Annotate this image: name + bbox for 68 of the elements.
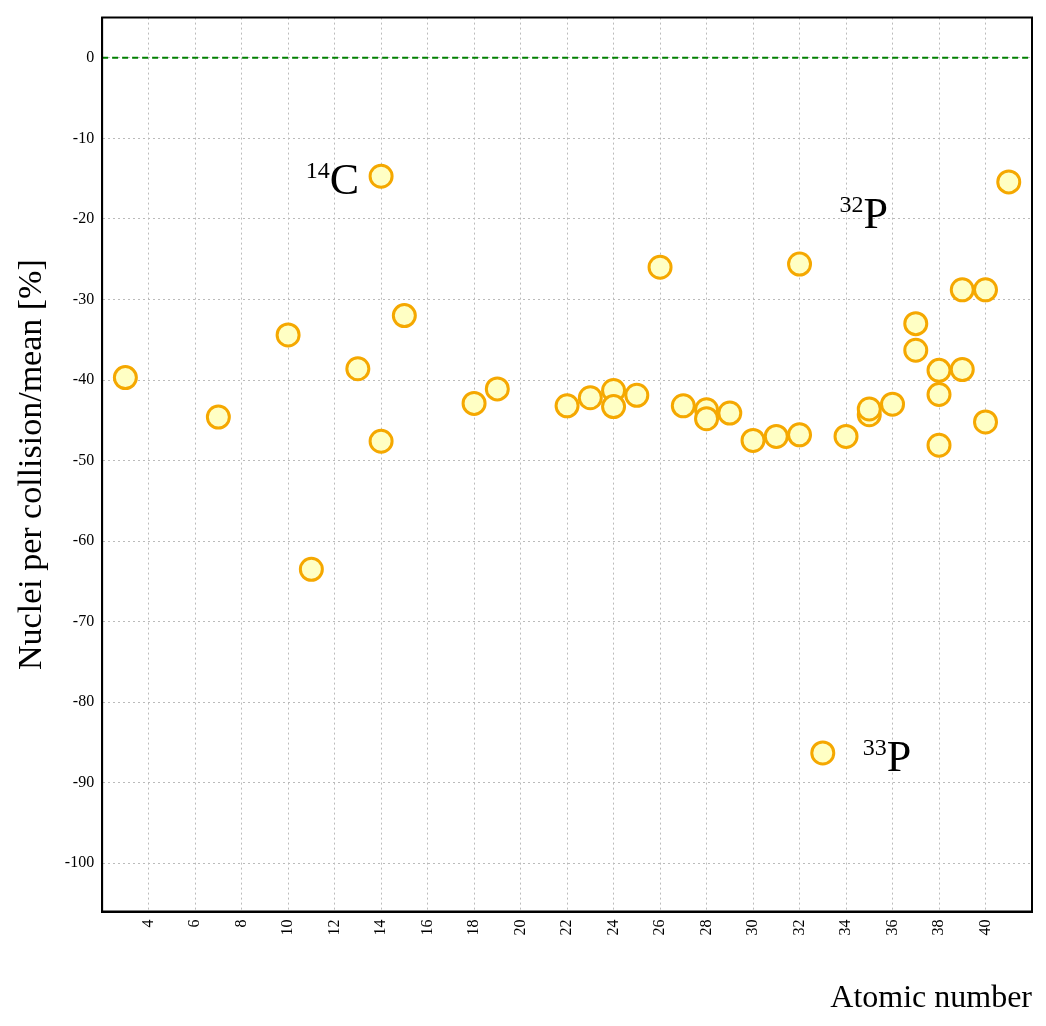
- point: [345, 356, 371, 382]
- point: [694, 406, 720, 432]
- x-tick-label: 14: [371, 919, 389, 936]
- y-tick-label: -80: [72, 692, 95, 710]
- point: [740, 427, 766, 453]
- point: [856, 396, 882, 422]
- x-tick-label: 30: [743, 919, 761, 936]
- x-tick-label: 26: [650, 919, 668, 936]
- x-tick-label: 4: [138, 919, 156, 928]
- point: [554, 393, 580, 419]
- point: [368, 428, 394, 454]
- point: [484, 376, 510, 402]
- x-tick-label: 34: [836, 919, 854, 936]
- y-tick-label: -100: [64, 853, 95, 871]
- point: [926, 432, 952, 458]
- point: [996, 169, 1022, 195]
- x-tick-label: 22: [557, 919, 575, 936]
- point: [903, 311, 929, 337]
- point: [461, 390, 487, 416]
- point: [601, 394, 627, 420]
- x-tick-label: 6: [185, 919, 203, 928]
- x-tick-label: 40: [975, 919, 993, 936]
- point: [787, 251, 813, 277]
- y-tick-label: -70: [72, 611, 95, 629]
- x-tick-label: 36: [882, 919, 900, 936]
- y-tick-label: 0: [86, 48, 95, 66]
- point: [624, 382, 650, 408]
- point: [368, 163, 394, 189]
- point: [205, 404, 231, 430]
- x-tick-label: 20: [510, 919, 528, 936]
- x-tick-label: 24: [603, 919, 621, 936]
- point: [833, 423, 859, 449]
- y-tick-label: -50: [72, 450, 95, 468]
- y-tick-label: -30: [72, 289, 95, 307]
- point: [903, 337, 929, 363]
- point: [391, 303, 417, 329]
- point: [949, 277, 975, 303]
- point: [926, 357, 952, 383]
- point: [275, 322, 301, 348]
- point: [763, 423, 789, 449]
- point: [949, 357, 975, 383]
- x-tick-label: 10: [278, 919, 296, 936]
- x-tick-label: 38: [929, 919, 947, 936]
- point: [787, 422, 813, 448]
- point: [926, 382, 952, 408]
- point: [880, 391, 906, 417]
- y-tick-label: -60: [72, 531, 95, 549]
- point: [973, 409, 999, 435]
- x-tick-label: 12: [324, 919, 342, 936]
- point: [577, 385, 603, 411]
- y-tick-label: -10: [72, 128, 95, 146]
- x-tick-label: 18: [464, 919, 482, 936]
- y-tick-label: -40: [72, 370, 95, 388]
- point: [810, 740, 836, 766]
- y-axis-title: Nuclei per collision/mean [%]: [11, 259, 49, 670]
- point: [647, 254, 673, 280]
- point: [973, 277, 999, 303]
- point: [670, 393, 696, 419]
- x-tick-label: 32: [789, 919, 807, 936]
- point: [112, 365, 138, 391]
- x-tick-label: 8: [231, 919, 249, 928]
- y-tick-label: -20: [72, 209, 95, 227]
- x-tick-label: 16: [417, 919, 435, 936]
- x-axis-title: Atomic number: [830, 978, 1033, 1015]
- x-tick-label: 28: [696, 919, 714, 936]
- y-tick-label: -90: [72, 772, 95, 790]
- point: [298, 556, 324, 582]
- point: [717, 400, 743, 426]
